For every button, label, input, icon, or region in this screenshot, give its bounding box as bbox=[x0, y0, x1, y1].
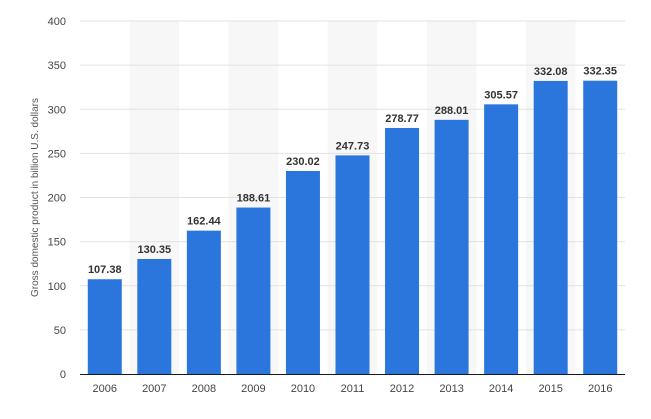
y-axis-title: Gross domestic product in billion U.S. d… bbox=[30, 98, 41, 297]
data-label-2011: 247.73 bbox=[336, 140, 370, 152]
y-tick-label: 50 bbox=[54, 325, 66, 337]
x-tick-label-2015: 2015 bbox=[538, 383, 562, 395]
bar-2014 bbox=[484, 104, 519, 374]
bar-2015 bbox=[533, 80, 568, 375]
x-tick-label-2016: 2016 bbox=[588, 383, 612, 395]
y-tick-label: 0 bbox=[60, 369, 66, 381]
x-tick-label-2006: 2006 bbox=[93, 383, 117, 395]
data-label-2015: 332.08 bbox=[534, 66, 568, 78]
x-tick-label-2014: 2014 bbox=[489, 383, 513, 395]
bar-2006 bbox=[87, 279, 122, 374]
data-label-2012: 278.77 bbox=[385, 113, 419, 125]
y-tick-label: 100 bbox=[48, 281, 66, 293]
data-label-2016: 332.35 bbox=[583, 66, 617, 78]
x-tick-label-2011: 2011 bbox=[341, 383, 365, 395]
y-tick-label: 400 bbox=[48, 16, 66, 28]
bar-2007 bbox=[137, 258, 172, 374]
bar-2016 bbox=[583, 80, 618, 375]
data-label-2009: 188.61 bbox=[237, 193, 271, 205]
bar-2009 bbox=[236, 207, 271, 374]
data-label-2007: 130.35 bbox=[137, 244, 171, 256]
bar-2011 bbox=[335, 155, 370, 374]
y-tick-label: 150 bbox=[48, 237, 66, 249]
data-label-2006: 107.38 bbox=[88, 264, 122, 276]
data-label-2013: 288.01 bbox=[435, 105, 469, 117]
bar-2012 bbox=[385, 127, 420, 374]
y-tick-label: 350 bbox=[48, 60, 66, 72]
y-axis: 0 50 100 150 200 250 300 350 400 bbox=[48, 16, 66, 381]
x-tick-label-2009: 2009 bbox=[241, 383, 265, 395]
x-tick-label-2010: 2010 bbox=[291, 383, 315, 395]
bar-2008 bbox=[186, 230, 221, 374]
x-tick-label-2013: 2013 bbox=[439, 383, 463, 395]
y-tick-label: 300 bbox=[48, 104, 66, 116]
bars bbox=[87, 80, 618, 375]
data-labels: 107.38 130.35 162.44 188.61 230.02 247.73 278.… bbox=[88, 66, 617, 277]
bar-2013 bbox=[434, 119, 469, 374]
data-label-2010: 230.02 bbox=[286, 156, 320, 168]
x-tick-label-2012: 2012 bbox=[390, 383, 414, 395]
x-axis: 2006 2007 2008 2009 2010 2011 2012 2013 2014 2015… bbox=[93, 383, 613, 395]
x-tick-label-2007: 2007 bbox=[142, 383, 166, 395]
data-label-2008: 162.44 bbox=[187, 216, 222, 228]
bar-2010 bbox=[285, 171, 320, 374]
y-tick-label: 200 bbox=[48, 193, 66, 205]
data-label-2014: 305.57 bbox=[484, 89, 518, 101]
x-tick-label-2008: 2008 bbox=[192, 383, 216, 395]
y-tick-label: 250 bbox=[48, 148, 66, 160]
